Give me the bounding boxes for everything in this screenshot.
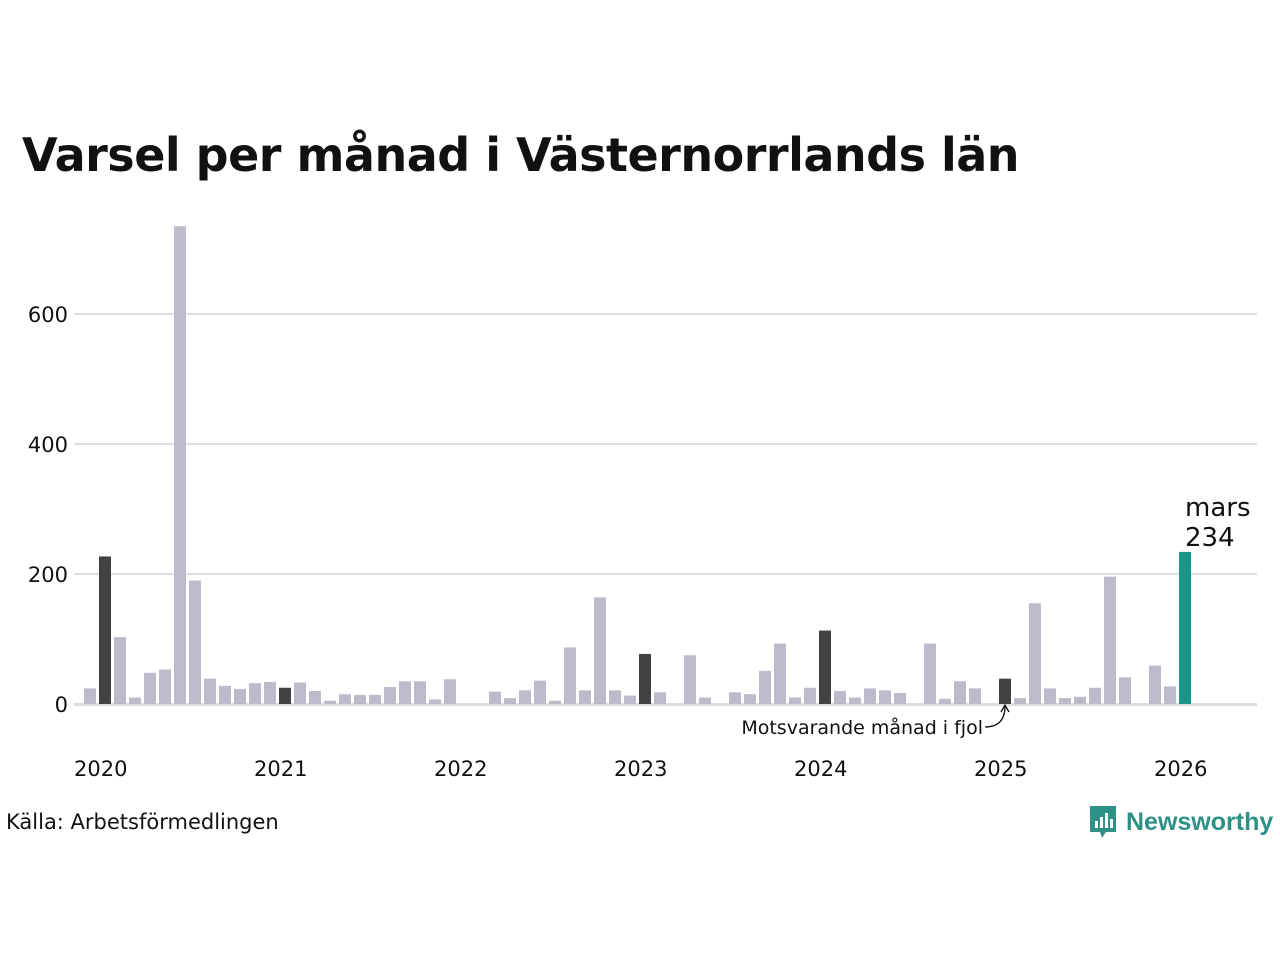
bar-2021-10 bbox=[399, 681, 411, 704]
bar-2022-09 bbox=[564, 647, 576, 704]
bar-2025-06 bbox=[1059, 698, 1071, 704]
bar-2024-10 bbox=[939, 698, 951, 704]
chart-title: Varsel per månad i Västernorrlands län bbox=[22, 128, 1020, 182]
bar-2020-08 bbox=[189, 580, 201, 704]
bar-2023-06 bbox=[699, 697, 711, 704]
newsworthy-logo-icon bbox=[1090, 806, 1116, 838]
bar-2025-08 bbox=[1089, 687, 1101, 704]
bar-2021-04 bbox=[309, 691, 321, 704]
bar-2023-01 bbox=[624, 695, 636, 704]
bars bbox=[84, 226, 1191, 704]
bar-2020-02 bbox=[99, 556, 111, 704]
bar-2023-08 bbox=[729, 692, 741, 704]
bar-2023-12 bbox=[789, 697, 801, 704]
highlight-month-label: mars bbox=[1185, 493, 1251, 523]
bar-2022-10 bbox=[579, 690, 591, 704]
bar-2021-12 bbox=[429, 699, 441, 704]
bar-2022-06 bbox=[519, 690, 531, 704]
x-axis-labels: 2020 2021 2022 2023 2024 2025 2026 bbox=[74, 757, 1207, 781]
newsworthy-logo: Newsworthy bbox=[1088, 804, 1273, 840]
y-tick-label: 600 bbox=[28, 303, 68, 327]
source-note: Källa: Arbetsförmedlingen bbox=[6, 810, 279, 834]
bar-2024-06 bbox=[879, 690, 891, 704]
y-axis-labels: 0 200 400 600 bbox=[28, 303, 68, 717]
bar-2021-02 bbox=[279, 687, 291, 704]
x-tick-label: 2021 bbox=[254, 757, 307, 781]
bar-2024-07 bbox=[894, 692, 906, 704]
bar-2021-01 bbox=[264, 681, 276, 704]
bar-2025-03 bbox=[1014, 698, 1026, 704]
bar-2023-09 bbox=[744, 694, 756, 704]
bar-2020-01 bbox=[84, 688, 96, 704]
bar-2021-06 bbox=[339, 694, 351, 704]
bar-2023-10 bbox=[759, 670, 771, 704]
brand-name: Newsworthy bbox=[1126, 807, 1274, 836]
bar-2022-11 bbox=[594, 597, 606, 704]
bar-2026-02 bbox=[1179, 551, 1191, 704]
bar-2025-04 bbox=[1029, 603, 1041, 704]
bar-2020-05 bbox=[144, 672, 156, 704]
bar-2023-02 bbox=[639, 653, 651, 704]
bar-2024-02 bbox=[819, 630, 831, 704]
x-tick-label: 2026 bbox=[1154, 757, 1207, 781]
bar-2023-11 bbox=[774, 643, 786, 704]
bar-2024-09 bbox=[924, 643, 936, 704]
x-tick-label: 2025 bbox=[974, 757, 1027, 781]
bar-2020-06 bbox=[159, 669, 171, 704]
annotation-arrowhead bbox=[1000, 703, 1010, 713]
x-tick-label: 2022 bbox=[434, 757, 487, 781]
bar-2022-05 bbox=[504, 698, 516, 704]
bar-2025-12 bbox=[1149, 665, 1161, 704]
x-tick-label: 2020 bbox=[74, 757, 127, 781]
bar-2022-12 bbox=[609, 690, 621, 704]
bar-2026-01 bbox=[1164, 686, 1176, 704]
bar-2025-10 bbox=[1119, 677, 1131, 704]
bar-2022-04 bbox=[489, 691, 501, 704]
bar-2021-07 bbox=[354, 694, 366, 704]
y-tick-label: 0 bbox=[55, 693, 68, 717]
bar-2025-02 bbox=[999, 678, 1011, 704]
bar-2025-05 bbox=[1044, 688, 1056, 704]
bar-2020-07 bbox=[174, 226, 186, 704]
x-tick-label: 2023 bbox=[614, 757, 667, 781]
bar-2024-03 bbox=[834, 691, 846, 704]
gridlines bbox=[74, 313, 1257, 706]
bar-2021-03 bbox=[294, 682, 306, 704]
x-tick-label: 2024 bbox=[794, 757, 847, 781]
bar-2023-05 bbox=[684, 655, 696, 704]
bar-2020-12 bbox=[249, 683, 261, 704]
bar-2024-12 bbox=[969, 688, 981, 704]
bar-2020-04 bbox=[129, 697, 141, 704]
previous-year-annotation: Motsvarande månad i fjol bbox=[741, 716, 983, 739]
bar-2021-11 bbox=[414, 681, 426, 704]
bar-2020-10 bbox=[219, 685, 231, 704]
bar-2020-09 bbox=[204, 678, 216, 704]
bar-2023-03 bbox=[654, 692, 666, 704]
annotation-arrow bbox=[984, 705, 1006, 728]
bar-2024-04 bbox=[849, 697, 861, 704]
y-tick-label: 400 bbox=[28, 433, 68, 457]
bar-2025-09 bbox=[1104, 576, 1116, 704]
bar-2020-11 bbox=[234, 689, 246, 704]
bar-2022-07 bbox=[534, 680, 546, 704]
y-tick-label: 200 bbox=[28, 563, 68, 587]
bar-2021-09 bbox=[384, 687, 396, 704]
bar-2022-01 bbox=[444, 679, 456, 704]
bar-2020-03 bbox=[114, 637, 126, 704]
highlight-value-label: 234 bbox=[1185, 523, 1235, 553]
bar-2022-08 bbox=[549, 700, 561, 704]
bar-2024-01 bbox=[804, 687, 816, 704]
bar-2021-08 bbox=[369, 694, 381, 704]
bar-2021-05 bbox=[324, 700, 336, 704]
bar-2024-05 bbox=[864, 688, 876, 704]
bar-2024-11 bbox=[954, 681, 966, 704]
bar-2025-07 bbox=[1074, 696, 1086, 704]
